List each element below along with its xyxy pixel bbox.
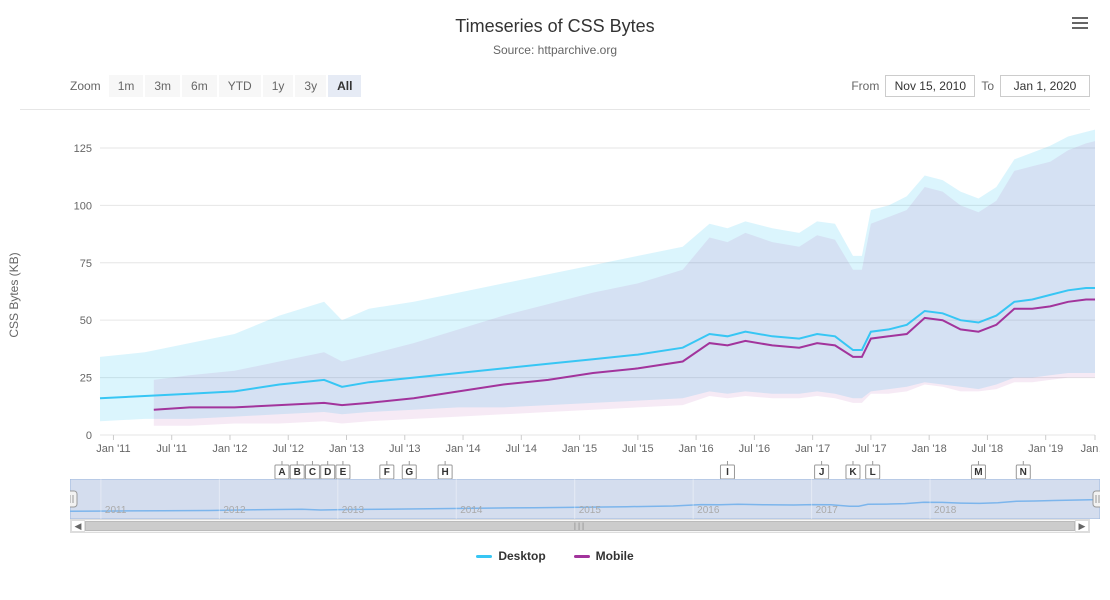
svg-text:50: 50 xyxy=(80,315,92,327)
svg-text:C: C xyxy=(309,467,316,478)
scroll-handle[interactable]: ||| xyxy=(85,521,1075,531)
legend: Desktop Mobile xyxy=(10,549,1100,563)
svg-text:Jan '14: Jan '14 xyxy=(445,443,480,455)
zoom-button-all[interactable]: All xyxy=(328,75,361,97)
from-input[interactable] xyxy=(885,75,975,97)
svg-text:Jul '18: Jul '18 xyxy=(972,443,1003,455)
svg-text:2018: 2018 xyxy=(934,505,957,516)
svg-text:0: 0 xyxy=(86,430,92,442)
plot-area: CSS Bytes (KB) 0255075100125Jan '11Jul '… xyxy=(20,109,1090,479)
svg-text:2014: 2014 xyxy=(460,505,483,516)
legend-item-mobile[interactable]: Mobile xyxy=(574,549,634,563)
zoom-button-6m[interactable]: 6m xyxy=(182,75,217,97)
svg-text:2016: 2016 xyxy=(697,505,720,516)
svg-text:Jan '19: Jan '19 xyxy=(1028,443,1063,455)
svg-text:2017: 2017 xyxy=(816,505,839,516)
svg-text:I: I xyxy=(726,467,729,478)
svg-text:L: L xyxy=(870,467,876,478)
chart-subtitle: Source: httparchive.org xyxy=(10,43,1100,57)
scroll-right-icon[interactable]: ▶ xyxy=(1075,520,1089,532)
svg-text:G: G xyxy=(405,467,413,478)
svg-text:Jan '15: Jan '15 xyxy=(562,443,597,455)
svg-text:Jul '13: Jul '13 xyxy=(389,443,420,455)
zoom-button-3y[interactable]: 3y xyxy=(295,75,326,97)
svg-text:100: 100 xyxy=(74,200,92,212)
svg-text:Jul '11: Jul '11 xyxy=(156,443,187,455)
y-axis-label: CSS Bytes (KB) xyxy=(7,252,21,337)
zoom-button-1m[interactable]: 1m xyxy=(109,75,144,97)
svg-text:Jul '14: Jul '14 xyxy=(506,443,537,455)
svg-text:M: M xyxy=(974,467,982,478)
legend-label-desktop: Desktop xyxy=(498,549,545,563)
svg-text:2013: 2013 xyxy=(342,505,365,516)
svg-text:75: 75 xyxy=(80,258,92,270)
navigator-scrollbar[interactable]: ◀ ||| ▶ xyxy=(70,519,1090,533)
svg-text:J: J xyxy=(819,467,825,478)
svg-text:2012: 2012 xyxy=(223,505,246,516)
svg-text:N: N xyxy=(1020,467,1027,478)
scroll-left-icon[interactable]: ◀ xyxy=(71,520,85,532)
svg-text:Jan '12: Jan '12 xyxy=(212,443,247,455)
svg-text:2011: 2011 xyxy=(105,505,127,516)
svg-text:Jul '12: Jul '12 xyxy=(273,443,304,455)
svg-text:D: D xyxy=(324,467,331,478)
zoom-controls: Zoom 1m3m6mYTD1y3yAll xyxy=(70,75,363,97)
svg-text:F: F xyxy=(384,467,390,478)
svg-text:Jan '18: Jan '18 xyxy=(912,443,947,455)
svg-text:B: B xyxy=(294,467,301,478)
svg-text:Jan '17: Jan '17 xyxy=(795,443,830,455)
svg-text:A: A xyxy=(278,467,285,478)
to-label: To xyxy=(981,79,994,93)
svg-text:Jan '13: Jan '13 xyxy=(329,443,364,455)
legend-item-desktop[interactable]: Desktop xyxy=(476,549,545,563)
svg-text:E: E xyxy=(340,467,347,478)
chart-container: Timeseries of CSS Bytes Source: httparch… xyxy=(0,0,1110,600)
date-range: From To xyxy=(851,75,1090,97)
zoom-button-3m[interactable]: 3m xyxy=(145,75,180,97)
svg-text:H: H xyxy=(441,467,448,478)
range-toolbar: Zoom 1m3m6mYTD1y3yAll From To xyxy=(70,75,1090,97)
context-menu-icon[interactable] xyxy=(1072,14,1088,32)
svg-text:Jan…: Jan… xyxy=(1081,443,1100,455)
from-label: From xyxy=(851,79,879,93)
svg-text:2015: 2015 xyxy=(579,505,602,516)
legend-label-mobile: Mobile xyxy=(596,549,634,563)
svg-text:25: 25 xyxy=(80,373,92,385)
svg-text:Jan '16: Jan '16 xyxy=(679,443,714,455)
svg-text:Jan '11: Jan '11 xyxy=(96,443,130,455)
svg-text:Jul '17: Jul '17 xyxy=(855,443,886,455)
navigator[interactable]: 2011 2012 2013 2014 2015 2016 2017 2018 ◀ ||| ▶ xyxy=(70,479,1090,535)
to-input[interactable] xyxy=(1000,75,1090,97)
zoom-label: Zoom xyxy=(70,79,101,93)
svg-text:125: 125 xyxy=(74,143,92,155)
svg-text:Jul '16: Jul '16 xyxy=(739,443,770,455)
chart-title: Timeseries of CSS Bytes xyxy=(10,16,1100,37)
zoom-button-1y[interactable]: 1y xyxy=(263,75,294,97)
zoom-button-ytd[interactable]: YTD xyxy=(219,75,261,97)
svg-text:Jul '15: Jul '15 xyxy=(622,443,653,455)
main-chart-svg[interactable]: 0 25 50 75 100 125 Jan '11 Jul '11 Jan '12 Jul '1… xyxy=(70,120,1100,480)
svg-text:K: K xyxy=(849,467,857,478)
